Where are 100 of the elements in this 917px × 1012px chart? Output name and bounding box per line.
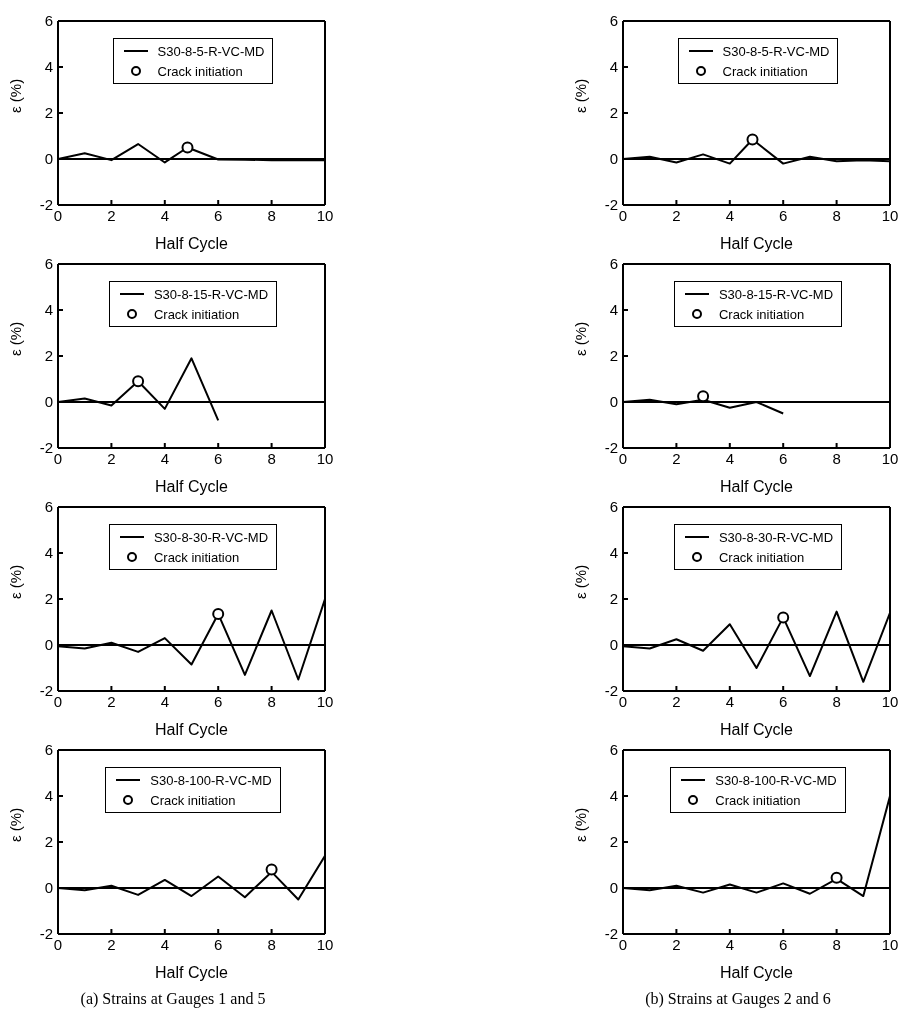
y-tick-label: -2 (39, 439, 53, 457)
y-tick-label: -2 (39, 196, 53, 214)
y-tick-label: 4 (44, 301, 53, 319)
y-tick-label: 0 (44, 879, 53, 897)
y-tick-label: 4 (609, 544, 618, 562)
y-tick-label: 6 (609, 498, 618, 516)
y-tick-label: 6 (609, 741, 618, 759)
y-axis-title: ε (%) (572, 78, 590, 113)
y-tick-label: 0 (609, 879, 618, 897)
legend-label: S30-8-5-R-VC-MD (157, 43, 265, 59)
y-tick-label: 0 (44, 150, 53, 168)
text: (a) Strains at Gauges 1 and 5 (79, 990, 267, 1008)
legend-label: S30-8-30-R-VC-MD (153, 529, 269, 545)
y-tick-label: -2 (39, 682, 53, 700)
legend-label: Crack initiation (150, 792, 236, 808)
y-tick-label: 6 (44, 498, 53, 516)
x-tick-label: 2 (672, 692, 681, 710)
legend-label: Crack initiation (153, 549, 240, 565)
text: (b) Strains at Gauges 2 and 6 (644, 990, 832, 1008)
x-tick-label: 6 (214, 692, 223, 710)
y-tick-label: 0 (609, 393, 618, 411)
x-tick-label: 4 (725, 449, 734, 467)
legend-label: Crack initiation (722, 63, 808, 79)
y-tick-label: 4 (44, 544, 53, 562)
legend-label: Crack initiation (153, 306, 240, 322)
x-tick-label: 10 (316, 692, 334, 710)
y-tick-label: 0 (44, 393, 53, 411)
y-tick-label: 2 (44, 833, 53, 851)
x-tick-label: 8 (832, 935, 841, 953)
x-tick-label: 10 (881, 206, 899, 224)
y-tick-label: -2 (604, 196, 618, 214)
y-tick-label: 6 (609, 12, 618, 30)
legend-label: Crack initiation (718, 306, 805, 322)
y-tick-label: 4 (609, 787, 618, 805)
y-axis-title: ε (%) (7, 321, 25, 356)
x-tick-label: 2 (107, 692, 116, 710)
x-tick-label: 2 (107, 206, 116, 224)
x-tick-label: 10 (316, 449, 334, 467)
y-tick-label: 2 (44, 104, 53, 122)
y-axis-title: ε (%) (572, 321, 590, 356)
x-axis-title: Half Cycle (720, 721, 794, 738)
x-tick-label: 6 (214, 449, 223, 467)
y-tick-label: -2 (604, 439, 618, 457)
y-axis-title: ε (%) (572, 564, 590, 599)
x-tick-label: 6 (779, 206, 788, 224)
x-tick-label: 6 (214, 935, 223, 953)
y-axis-title: ε (%) (7, 564, 25, 599)
x-tick-label: 4 (160, 692, 169, 710)
y-tick-label: -2 (604, 682, 618, 700)
x-tick-label: 4 (160, 206, 169, 224)
x-tick-label: 4 (725, 692, 734, 710)
y-tick-label: 2 (609, 590, 618, 608)
x-tick-label: 10 (316, 935, 334, 953)
x-tick-label: 10 (316, 206, 334, 224)
x-tick-label: 8 (267, 449, 276, 467)
x-axis-title: Half Cycle (155, 478, 229, 495)
x-tick-label: 2 (672, 206, 681, 224)
y-tick-label: 2 (44, 347, 53, 365)
x-axis-title: Half Cycle (720, 235, 794, 252)
x-tick-label: 8 (832, 449, 841, 467)
x-tick-label: 8 (832, 206, 841, 224)
legend-label: Crack initiation (157, 63, 243, 79)
y-tick-label: -2 (39, 925, 53, 943)
y-tick-label: 0 (609, 150, 618, 168)
x-tick-label: 4 (725, 935, 734, 953)
y-tick-label: 0 (609, 636, 618, 654)
y-tick-label: 4 (44, 787, 53, 805)
legend-label: S30-8-30-R-VC-MD (718, 529, 834, 545)
y-tick-label: 6 (44, 255, 53, 273)
y-tick-label: 4 (44, 58, 53, 76)
x-axis-title: Half Cycle (155, 721, 229, 738)
x-tick-label: 6 (214, 206, 223, 224)
y-tick-label: 0 (44, 636, 53, 654)
x-tick-label: 4 (725, 206, 734, 224)
x-tick-label: 10 (881, 935, 899, 953)
y-tick-label: 2 (609, 833, 618, 851)
y-axis-title: ε (%) (572, 807, 590, 842)
legend-label: S30-8-15-R-VC-MD (153, 286, 269, 302)
x-tick-label: 8 (832, 692, 841, 710)
y-tick-label: -2 (604, 925, 618, 943)
y-tick-label: 4 (609, 58, 618, 76)
x-axis-title: Half Cycle (155, 964, 229, 981)
x-tick-label: 2 (672, 935, 681, 953)
x-tick-label: 4 (160, 935, 169, 953)
legend-label: S30-8-100-R-VC-MD (715, 772, 837, 788)
y-tick-label: 4 (609, 301, 618, 319)
x-tick-label: 10 (881, 449, 899, 467)
y-tick-label: 6 (44, 741, 53, 759)
x-tick-label: 2 (107, 935, 116, 953)
y-axis-title: ε (%) (7, 78, 25, 113)
x-tick-label: 4 (160, 449, 169, 467)
y-tick-label: 2 (44, 590, 53, 608)
x-tick-label: 2 (672, 449, 681, 467)
x-axis-title: Half Cycle (155, 235, 229, 252)
x-axis-title: Half Cycle (720, 964, 794, 981)
y-tick-label: 6 (44, 12, 53, 30)
x-tick-label: 8 (267, 206, 276, 224)
x-tick-label: 8 (267, 935, 276, 953)
x-tick-label: 6 (779, 692, 788, 710)
legend-label: Crack initiation (715, 792, 801, 808)
